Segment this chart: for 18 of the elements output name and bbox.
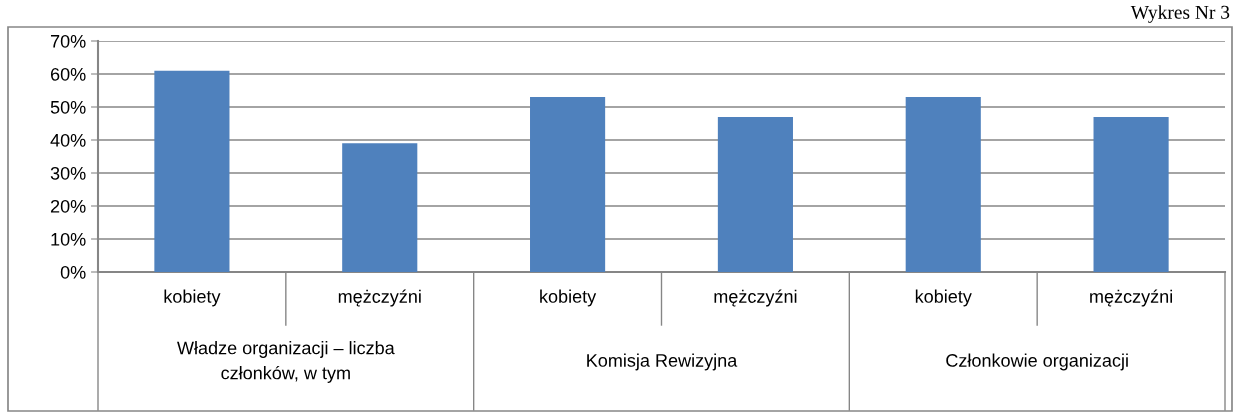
y-tick-label: 20% (50, 199, 86, 213)
x-tick-label: mężczyźni (714, 289, 797, 307)
y-tick-label: 0% (60, 265, 86, 279)
y-tick-label: 50% (50, 100, 86, 114)
x-tick-label: kobiety (540, 289, 597, 307)
x-tick-label: kobiety (164, 289, 221, 307)
y-tick-label: 60% (50, 67, 86, 81)
text: Władze organizacji – liczba członków, w tym (177, 341, 395, 383)
text: Komisja Rewizyjna (587, 353, 738, 371)
x-tick-label: kobiety (915, 289, 972, 307)
x-tick-label: mężczyźni (1090, 289, 1173, 307)
y-tick-label: 10% (51, 232, 86, 246)
text: Wykres Nr 3 (1130, 5, 1230, 23)
y-tick-label: 70% (50, 34, 86, 48)
x-tick-label: mężczyźni (338, 289, 421, 307)
y-tick-label: 30% (50, 166, 86, 180)
text: Członkowie organizacji (946, 353, 1128, 371)
y-tick-label: 40% (50, 133, 86, 147)
